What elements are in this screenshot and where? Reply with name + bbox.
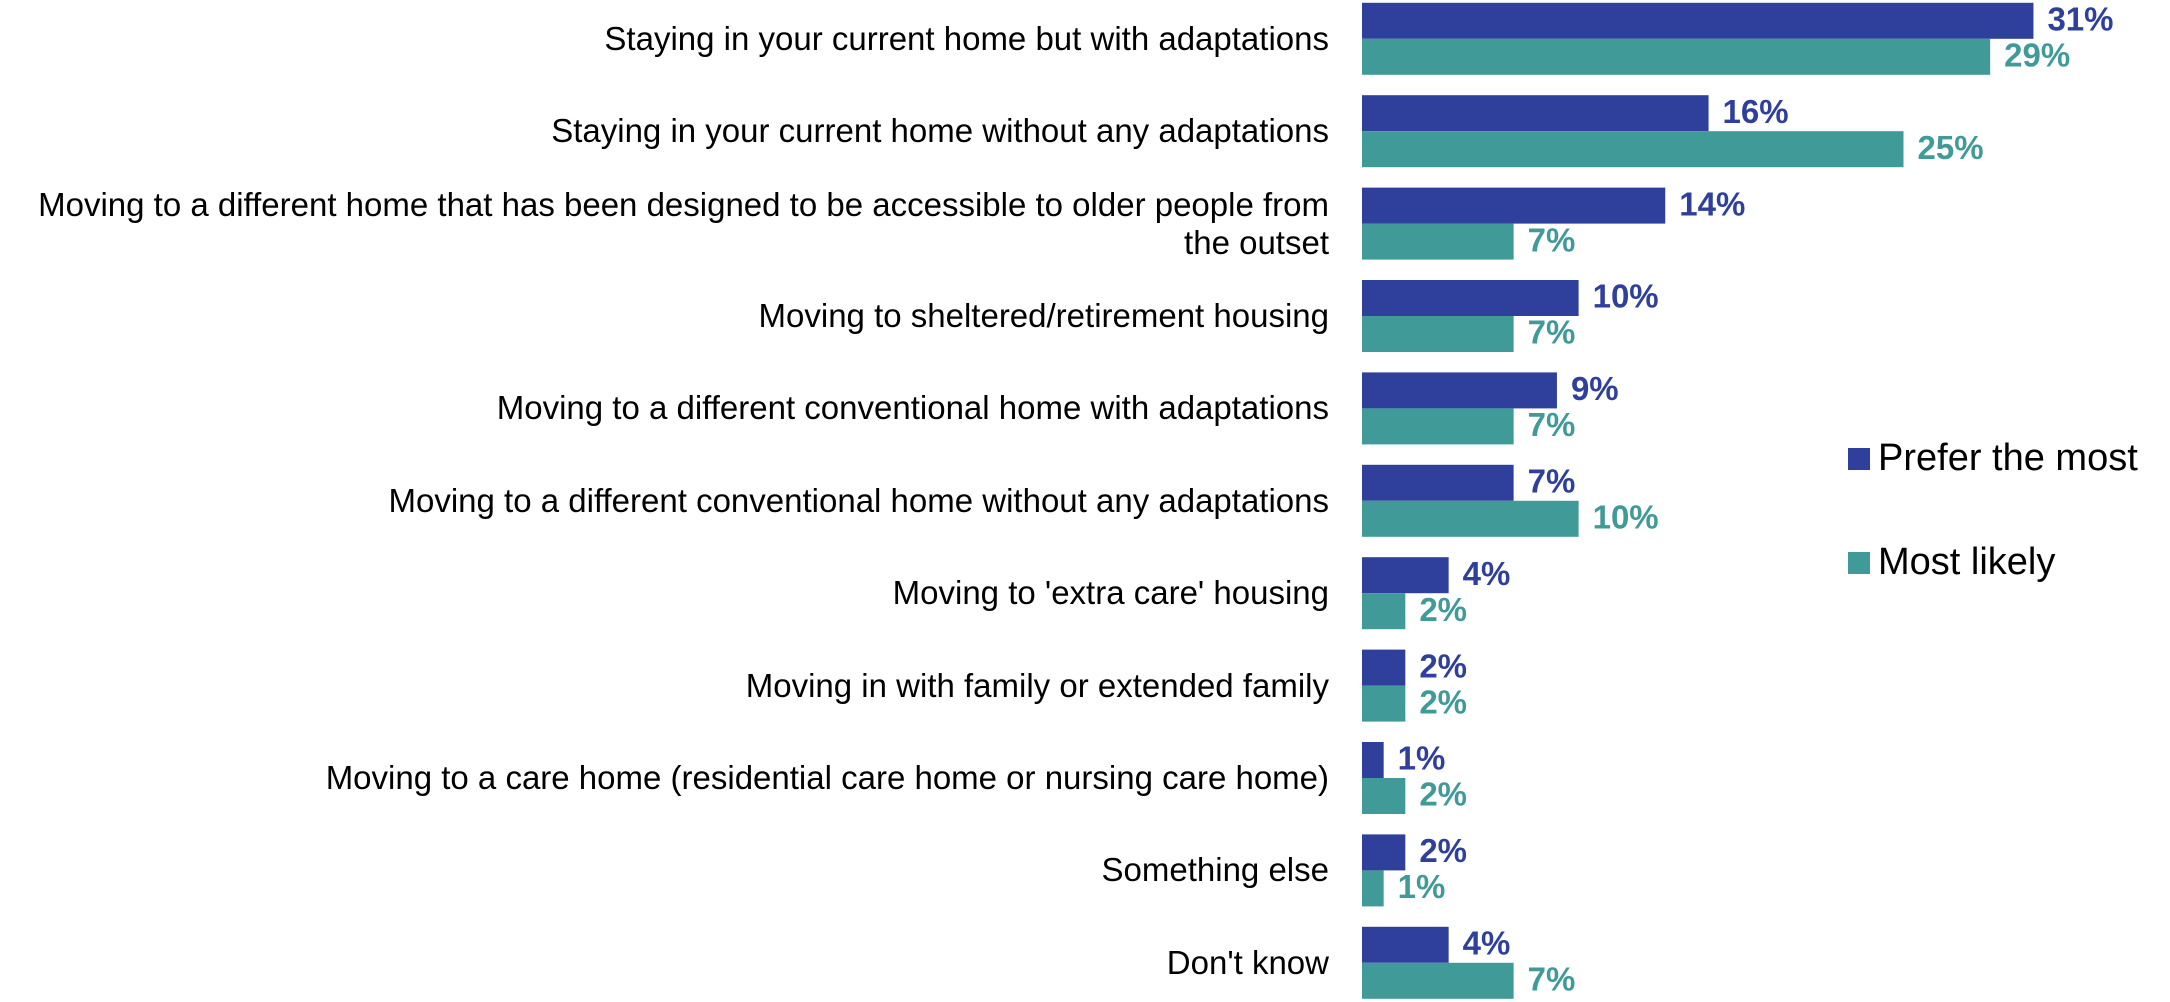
value-label: 16%	[1723, 93, 1789, 130]
value-label: 9%	[1571, 370, 1619, 407]
value-label: 1%	[1398, 740, 1446, 777]
category-label: Moving to a different conventional home …	[496, 389, 1329, 427]
value-label: 25%	[1918, 129, 1984, 166]
value-label: 29%	[2004, 37, 2070, 74]
category-label: Don't know	[1166, 943, 1329, 981]
bar	[1362, 187, 1666, 224]
bar	[1362, 2, 2034, 39]
category-label: Moving to sheltered/retirement housing	[758, 297, 1329, 334]
bar	[1362, 316, 1514, 352]
value-label: 2%	[1419, 832, 1467, 869]
value-label: 2%	[1419, 647, 1467, 684]
value-label: 7%	[1528, 463, 1576, 500]
category-label: Moving in with family or extended family	[745, 666, 1329, 704]
legend-label: Most likely	[1878, 541, 2055, 583]
bar	[1362, 593, 1406, 630]
value-label: 7%	[1528, 961, 1576, 998]
value-label: 7%	[1528, 314, 1576, 351]
bar	[1362, 500, 1579, 537]
legend-swatch	[1848, 448, 1870, 470]
legend-swatch	[1848, 552, 1870, 574]
bar	[1362, 649, 1406, 686]
value-label: 2%	[1419, 776, 1467, 813]
category-label: Staying in your current home but with ad…	[604, 19, 1329, 57]
bar	[1362, 557, 1449, 594]
bar	[1362, 962, 1514, 999]
value-label: 7%	[1528, 221, 1576, 258]
bar	[1362, 926, 1449, 963]
bar	[1362, 372, 1557, 409]
value-label: 14%	[1679, 185, 1745, 222]
bar	[1362, 95, 1709, 132]
category-label: Moving to a different home that has been…	[38, 185, 1329, 261]
bar	[1362, 131, 1904, 168]
category-label: Moving to a care home (residential care …	[325, 759, 1329, 796]
category-label: Moving to 'extra care' housing	[892, 574, 1329, 612]
value-label: 2%	[1419, 683, 1467, 720]
value-label: 1%	[1398, 868, 1446, 905]
bar	[1362, 870, 1384, 907]
bar	[1362, 742, 1384, 778]
value-label: 10%	[1593, 499, 1659, 536]
bar	[1362, 38, 1991, 75]
bar	[1362, 280, 1579, 316]
value-label: 31%	[2047, 1, 2113, 38]
bar	[1362, 778, 1406, 814]
value-label: 10%	[1593, 278, 1659, 315]
category-label: Something else	[1101, 851, 1329, 889]
value-label: 4%	[1463, 555, 1511, 592]
value-label: 7%	[1528, 406, 1576, 443]
category-label: Staying in your current home without any…	[551, 112, 1329, 150]
value-label: 2%	[1419, 591, 1467, 628]
bar	[1362, 408, 1514, 445]
category-label: Moving to a different conventional home …	[388, 481, 1330, 519]
bar	[1362, 685, 1406, 722]
bar	[1362, 223, 1514, 260]
legend-label: Prefer the most	[1878, 437, 2138, 479]
bar	[1362, 464, 1514, 501]
value-label: 4%	[1463, 925, 1511, 962]
bar	[1362, 834, 1406, 871]
